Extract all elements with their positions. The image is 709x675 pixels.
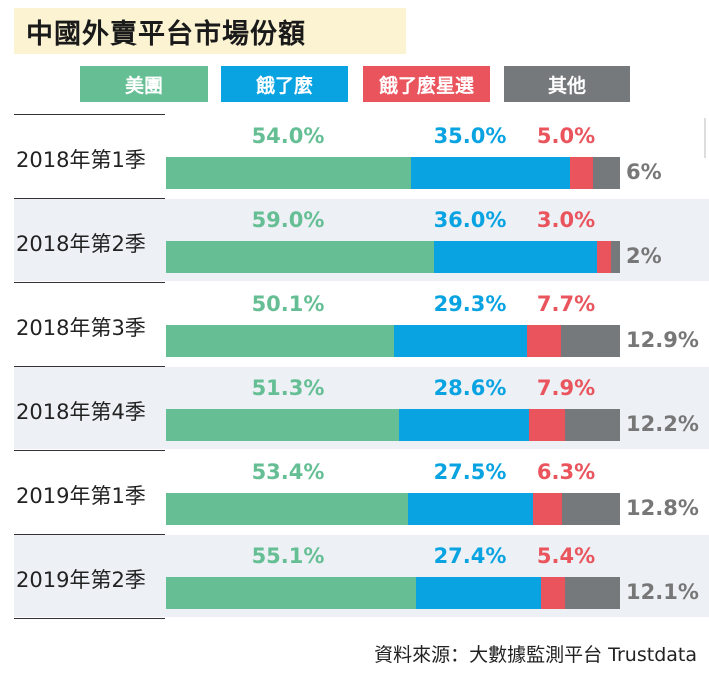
bar-segment-eleme-star — [528, 409, 565, 441]
category-label: 2018年第2季 — [16, 232, 146, 256]
data-label-meituan: 53.4% — [251, 460, 325, 484]
legend-item-4: 其他 — [504, 66, 630, 102]
data-label-other: 2% — [626, 244, 662, 268]
legend-item-3: 餓了麼星選 — [363, 66, 490, 102]
data-label-other: 12.8% — [626, 496, 699, 520]
data-label-other: 6% — [626, 160, 662, 184]
data-label-eleme-star: 7.9% — [536, 376, 596, 400]
bar-segment-other — [561, 325, 620, 357]
category-label: 2018年第4季 — [16, 400, 146, 424]
row-separator — [14, 534, 165, 535]
bar-segment-eleme-star — [540, 577, 565, 609]
category-label: 2018年第3季 — [16, 316, 146, 340]
data-label-meituan: 51.3% — [251, 376, 325, 400]
row-separator — [14, 114, 165, 115]
row-separator — [14, 618, 165, 619]
bar-segment-eleme-star — [597, 241, 611, 273]
legend-item-1: 美團 — [80, 66, 208, 102]
bar-segment-eleme — [411, 157, 571, 189]
data-label-other: 12.9% — [626, 328, 699, 352]
bar-segment-meituan — [166, 325, 394, 357]
data-label-meituan: 54.0% — [251, 124, 325, 148]
source-note: 資料來源：大數據監測平台 Trustdata — [374, 644, 697, 666]
bar-segment-eleme-star — [526, 325, 562, 357]
bar-segment-eleme — [393, 325, 527, 357]
edge-mark — [704, 118, 709, 158]
row-separator — [14, 282, 165, 283]
bar-segment-meituan — [166, 409, 399, 441]
data-label-meituan: 55.1% — [251, 544, 325, 568]
bar-segment-eleme — [398, 409, 529, 441]
bar-segment-eleme-star — [533, 493, 562, 525]
data-label-eleme: 27.4% — [433, 544, 507, 568]
bar-segment-meituan — [166, 577, 417, 609]
category-label: 2019年第2季 — [16, 568, 146, 592]
data-label-meituan: 50.1% — [251, 292, 325, 316]
bar-segment-other — [610, 241, 620, 273]
data-label-eleme-star: 6.3% — [536, 460, 596, 484]
bar-segment-other — [561, 493, 620, 525]
data-label-eleme: 27.5% — [433, 460, 507, 484]
row-separator — [14, 450, 165, 451]
bar-segment-eleme — [433, 241, 598, 273]
category-label: 2019年第1季 — [16, 484, 146, 508]
data-label-eleme: 28.6% — [433, 376, 507, 400]
bar-segment-meituan — [166, 493, 409, 525]
bar-segment-eleme-star — [570, 157, 593, 189]
bar-segment-meituan — [166, 241, 434, 273]
bar-segment-eleme — [408, 493, 534, 525]
row-separator — [14, 198, 165, 199]
data-label-other: 12.2% — [626, 412, 699, 436]
bar-segment-eleme — [416, 577, 541, 609]
data-label-eleme: 35.0% — [433, 124, 507, 148]
bar-segment-other — [564, 409, 620, 441]
data-label-eleme-star: 3.0% — [536, 208, 596, 232]
data-label-meituan: 59.0% — [251, 208, 325, 232]
data-label-eleme-star: 7.7% — [536, 292, 596, 316]
legend-item-2: 餓了麼 — [221, 66, 348, 102]
bar-segment-other — [565, 577, 620, 609]
chart-title: 中國外賣平台市場份額 — [26, 19, 306, 50]
data-label-eleme: 29.3% — [433, 292, 507, 316]
category-label: 2018年第1季 — [16, 148, 146, 172]
data-label-eleme-star: 5.0% — [536, 124, 596, 148]
bar-segment-meituan — [166, 157, 412, 189]
bar-segment-other — [592, 157, 620, 189]
title-background — [14, 8, 406, 54]
data-label-eleme: 36.0% — [433, 208, 507, 232]
row-separator — [14, 366, 165, 367]
data-label-eleme-star: 5.4% — [536, 544, 596, 568]
data-label-other: 12.1% — [626, 580, 699, 604]
